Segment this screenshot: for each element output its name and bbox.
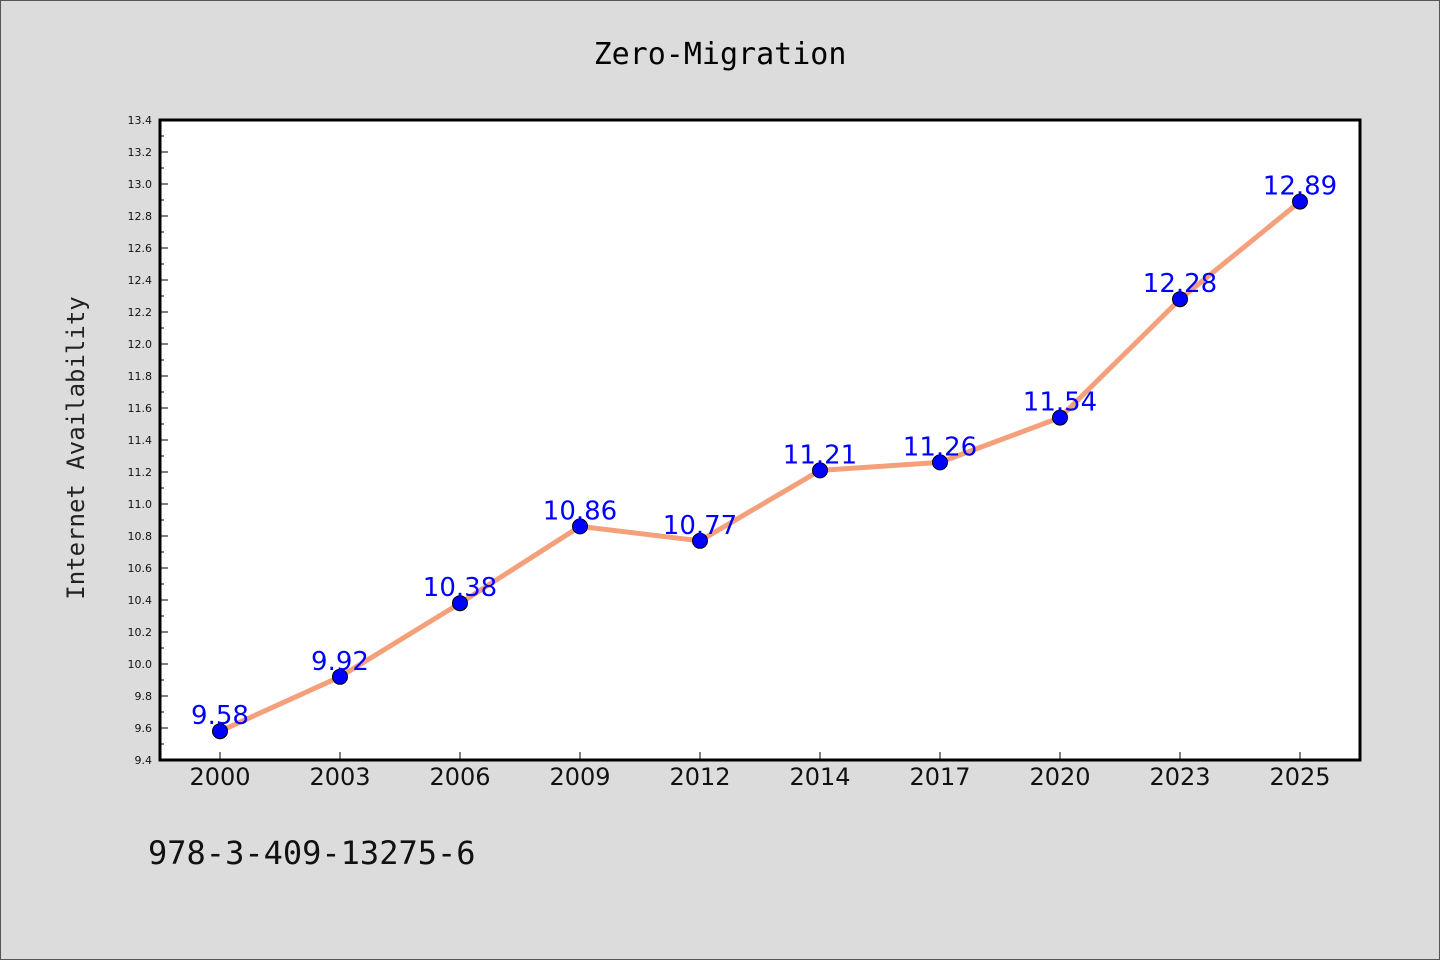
y-tick-label: 10.4 (128, 594, 153, 607)
y-tick-label: 9.4 (135, 754, 153, 767)
data-label: 12.89 (1263, 172, 1337, 202)
x-tick-label: 2025 (1269, 763, 1330, 791)
data-label: 10.86 (543, 496, 617, 526)
data-label: 12.28 (1143, 269, 1217, 299)
y-tick-label: 11.2 (128, 466, 153, 479)
y-tick-label: 10.2 (128, 626, 153, 639)
data-point (1052, 409, 1068, 426)
x-tick-label: 2014 (789, 763, 850, 791)
y-tick-label: 12.8 (128, 210, 153, 223)
isbn-text: 978-3-409-13275-6 (148, 834, 476, 872)
series-layer (212, 193, 1308, 740)
x-tick-label: 2017 (909, 763, 970, 791)
x-tick-label: 2006 (429, 763, 490, 791)
data-label: 11.54 (1023, 388, 1097, 418)
y-axis-label: Internet Availability (62, 296, 90, 599)
data-point (692, 532, 708, 549)
y-tick-label: 13.2 (128, 146, 153, 159)
y-tick-label: 11.8 (128, 370, 153, 383)
data-point (572, 518, 588, 535)
data-point (332, 668, 348, 685)
y-tick-label: 11.4 (128, 434, 153, 447)
series-line (217, 199, 1303, 734)
data-point (932, 454, 948, 471)
plot-area (160, 120, 1360, 760)
y-tick-label: 13.0 (128, 178, 153, 191)
y-tick-label: 10.6 (128, 562, 153, 575)
x-tick-label: 2000 (189, 763, 250, 791)
x-tick-label: 2020 (1029, 763, 1090, 791)
x-tick-label: 2012 (669, 763, 730, 791)
data-point (212, 723, 228, 740)
y-tick-label: 9.8 (135, 690, 153, 703)
x-tick-label: 2023 (1149, 763, 1210, 791)
plot-border (158, 118, 1362, 762)
y-tick-label: 10.8 (128, 530, 153, 543)
y-tick-label: 13.4 (128, 114, 153, 127)
chart-title: Zero-Migration (594, 37, 847, 72)
data-point (812, 462, 828, 479)
x-tick-label: 2003 (309, 763, 370, 791)
y-tick-label: 12.2 (128, 306, 153, 319)
data-label: 9.58 (191, 701, 249, 731)
data-point (1292, 193, 1308, 210)
y-tick-label: 11.6 (128, 402, 153, 415)
y-tick-label: 12.4 (128, 274, 153, 287)
y-tick-label: 11.0 (128, 498, 153, 511)
data-label: 9.92 (311, 647, 369, 677)
y-tick-label: 9.6 (135, 722, 153, 735)
x-axis: 2000 2003 2006 2009 2012 2014 2017 2020 2023 2025 (189, 752, 1331, 791)
data-label: 10.77 (663, 511, 737, 541)
y-tick-label: 10.0 (128, 658, 153, 671)
y-tick-label: 12.6 (128, 242, 153, 255)
data-point (452, 595, 468, 612)
y-tick-label: 12.0 (128, 338, 153, 351)
data-label: 10.38 (423, 573, 497, 603)
data-labels: 9.58 9.92 10.38 10.86 10.77 11.21 11.26 11.54 12… (191, 172, 1337, 732)
x-tick-label: 2009 (549, 763, 610, 791)
y-axis: 9.4 9.6 9.8 10.0 10.2 10.4 10.6 10.8 11.0 11.2 11.… (128, 114, 168, 767)
data-label: 11.21 (783, 440, 857, 470)
data-label: 11.26 (903, 432, 977, 462)
data-point (1172, 291, 1188, 308)
